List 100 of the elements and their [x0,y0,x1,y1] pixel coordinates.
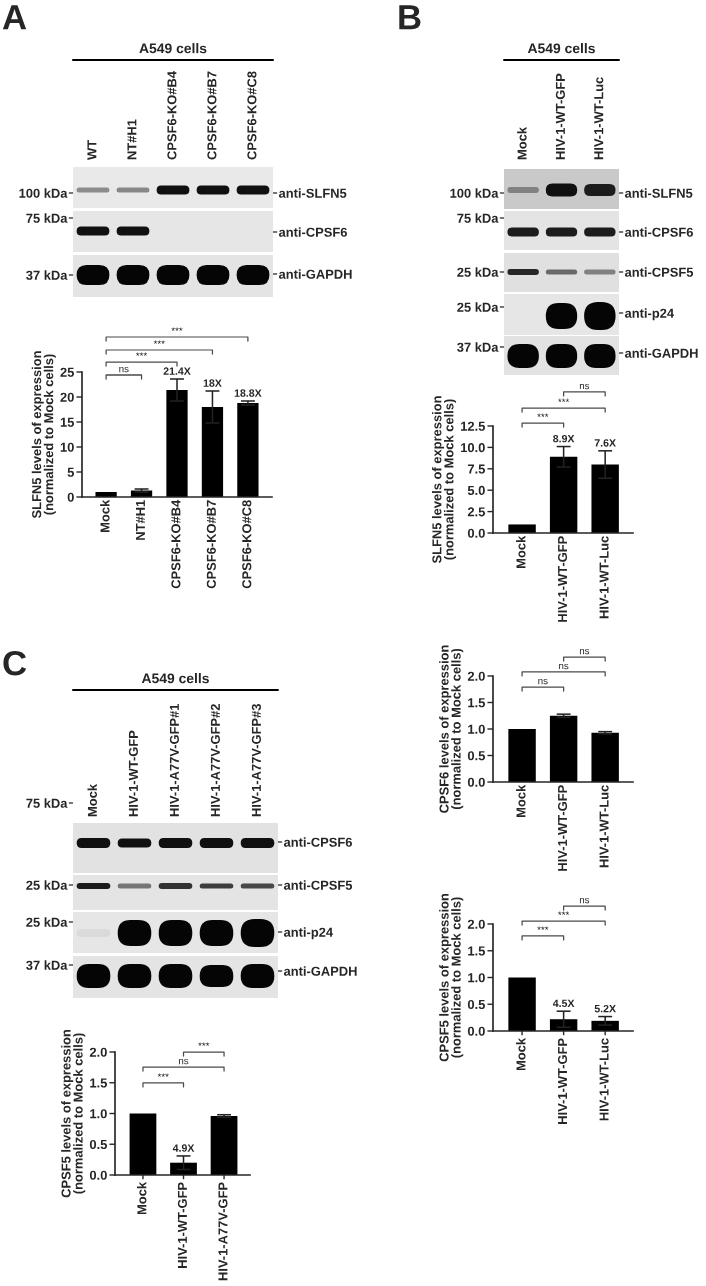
x-tick-label: CPSF6-KO#B4 [171,499,181,589]
text: A549 cells [141,673,209,684]
x-tick-label: Mock [516,784,526,817]
text: *** [198,1042,210,1046]
text: A [2,5,27,30]
y-tick-label: 1.5 [468,698,485,708]
x-tick-label: Mock [516,1037,526,1071]
annotation: 5.2X [594,1004,616,1013]
annotation: ns [538,678,548,685]
category-label: 100 kDa [19,188,68,198]
category-label: CPSF6-KO#B7 [207,71,217,160]
category-label: anti-CPSF6 [283,837,352,847]
x-tick-label: CPSF6-KO#B7 [206,500,216,589]
annotation: *** [537,926,549,930]
category-label: anti-GAPDH [278,269,352,279]
text: B [399,5,421,30]
annotation: 21.4X [163,367,191,375]
y-tick-label: 0.5 [89,1139,107,1150]
category-label: 37 kDa [457,342,499,352]
y-tick-label: 0 [67,492,74,502]
y-tick-label: 5 [67,467,74,477]
text: *** [558,911,570,915]
category-label: 25 kDa [26,917,68,927]
annotation: 18X [203,379,222,387]
y-tick-label: 2.5 [467,507,485,517]
y-tick-label: 10 [60,442,74,452]
text: *** [558,398,570,402]
category-label: anti-GAPDH [283,966,357,976]
category-label: 25 kDa [457,302,499,312]
category-label: 75 kDa [26,213,68,223]
y-tick-label: 12.5 [461,421,485,431]
text: *** [136,352,148,356]
annotation: *** [157,1073,169,1077]
y-axis-title: CPSF5 levels of expression (normalized to Mock cells) [61,1029,86,1198]
x-tick-label: HIV-1-A77V-GFP [218,1182,228,1281]
y-tick-label: 7.5 [467,464,485,474]
annotation: 18.8X [234,389,262,397]
category-label: anti-p24 [624,308,675,321]
x-tick-label: HIV-1-WT-GFP [557,1038,568,1124]
category-label: WT [87,140,97,160]
category-label: HIV-1-WT-Luc [594,77,604,160]
category-label: HIV-1-A77V-GFP#3 [251,704,261,817]
category-label: anti-SLFN5 [278,188,347,198]
annotation: 8.9X [553,434,575,443]
category-label: 37 kDa [26,960,68,970]
annotation: ns [179,1058,189,1065]
y-tick-label: 1.5 [468,946,485,956]
x-tick-label: Mock [136,1181,147,1215]
y-axis-title: SLFN5 levels of expression (normalized to Mock cells) [431,396,457,564]
y-tick-label: 1.5 [90,1078,107,1088]
category-label: anti-CPSF6 [624,227,693,237]
x-tick-label: Mock [516,535,526,568]
text: *** [171,327,183,331]
y-axis-title: SLFN5 levels of expression (normalized to Mock cells) [31,351,56,519]
category-label: 100 kDa [450,188,499,198]
x-tick-label: HIV-1-WT-GFP [557,536,568,622]
category-label: Mock [517,126,527,160]
y-tick-label: 1.0 [468,973,485,983]
y-tick-label: 5.0 [467,485,485,496]
y-tick-label: 1.0 [468,724,485,734]
x-tick-label: HIV-1-WT-Luc [599,1038,609,1121]
x-tick-label: HIV-1-WT-Luc [599,785,609,868]
x-tick-label: CPSF6-KO#C8 [242,500,252,589]
y-tick-label: 25 [60,367,74,377]
annotation: 4.9X [172,1144,195,1152]
text: ns [579,648,590,655]
y-tick-label: 0.0 [467,528,485,538]
category-label: 37 kDa [26,270,68,280]
category-label: anti-CPSF6 [278,227,347,237]
x-tick-label: NT#H1 [136,500,145,540]
x-tick-label: Mock [100,499,110,532]
y-tick-label: 2.0 [467,671,485,681]
text: ns [579,897,590,904]
text: *** [153,340,165,344]
category-label: 25 kDa [457,267,499,277]
category-label: anti-SLFN5 [624,188,693,198]
annotation: 4.5X [552,999,575,1008]
category-label: 25 kDa [26,880,68,890]
annotation: 7.6X [594,439,616,447]
text: A549 cells [527,43,595,54]
category-label: anti-p24 [283,927,334,940]
text: C [3,650,27,676]
x-tick-label: HIV-1-WT-GFP [177,1182,187,1268]
y-tick-label: 0.5 [467,751,485,761]
y-tick-label: 2.0 [467,919,485,929]
category-label: anti-CPSF5 [283,880,353,890]
category-label: CPSF6-KO#C8 [247,71,257,160]
category-label: HIV-1-A77V-GFP#2 [210,704,220,817]
y-axis-title: CPSF5 levels of expression (normalized to Mock cells) [439,893,464,1062]
y-tick-label: 0.0 [89,1170,107,1180]
category-label: anti-GAPDH [624,348,698,358]
text: ns [579,383,590,390]
category-label: 75 kDa [26,798,68,808]
y-tick-label: 1.0 [90,1109,107,1119]
y-tick-label: 0.0 [467,1026,485,1036]
y-tick-label: 0.5 [467,999,485,1010]
text: ns [559,663,569,670]
y-tick-label: 0.0 [467,777,485,787]
category-label: HIV-1-A77V-GFP#1 [169,703,179,817]
x-tick-label: HIV-1-WT-Luc [599,536,609,619]
